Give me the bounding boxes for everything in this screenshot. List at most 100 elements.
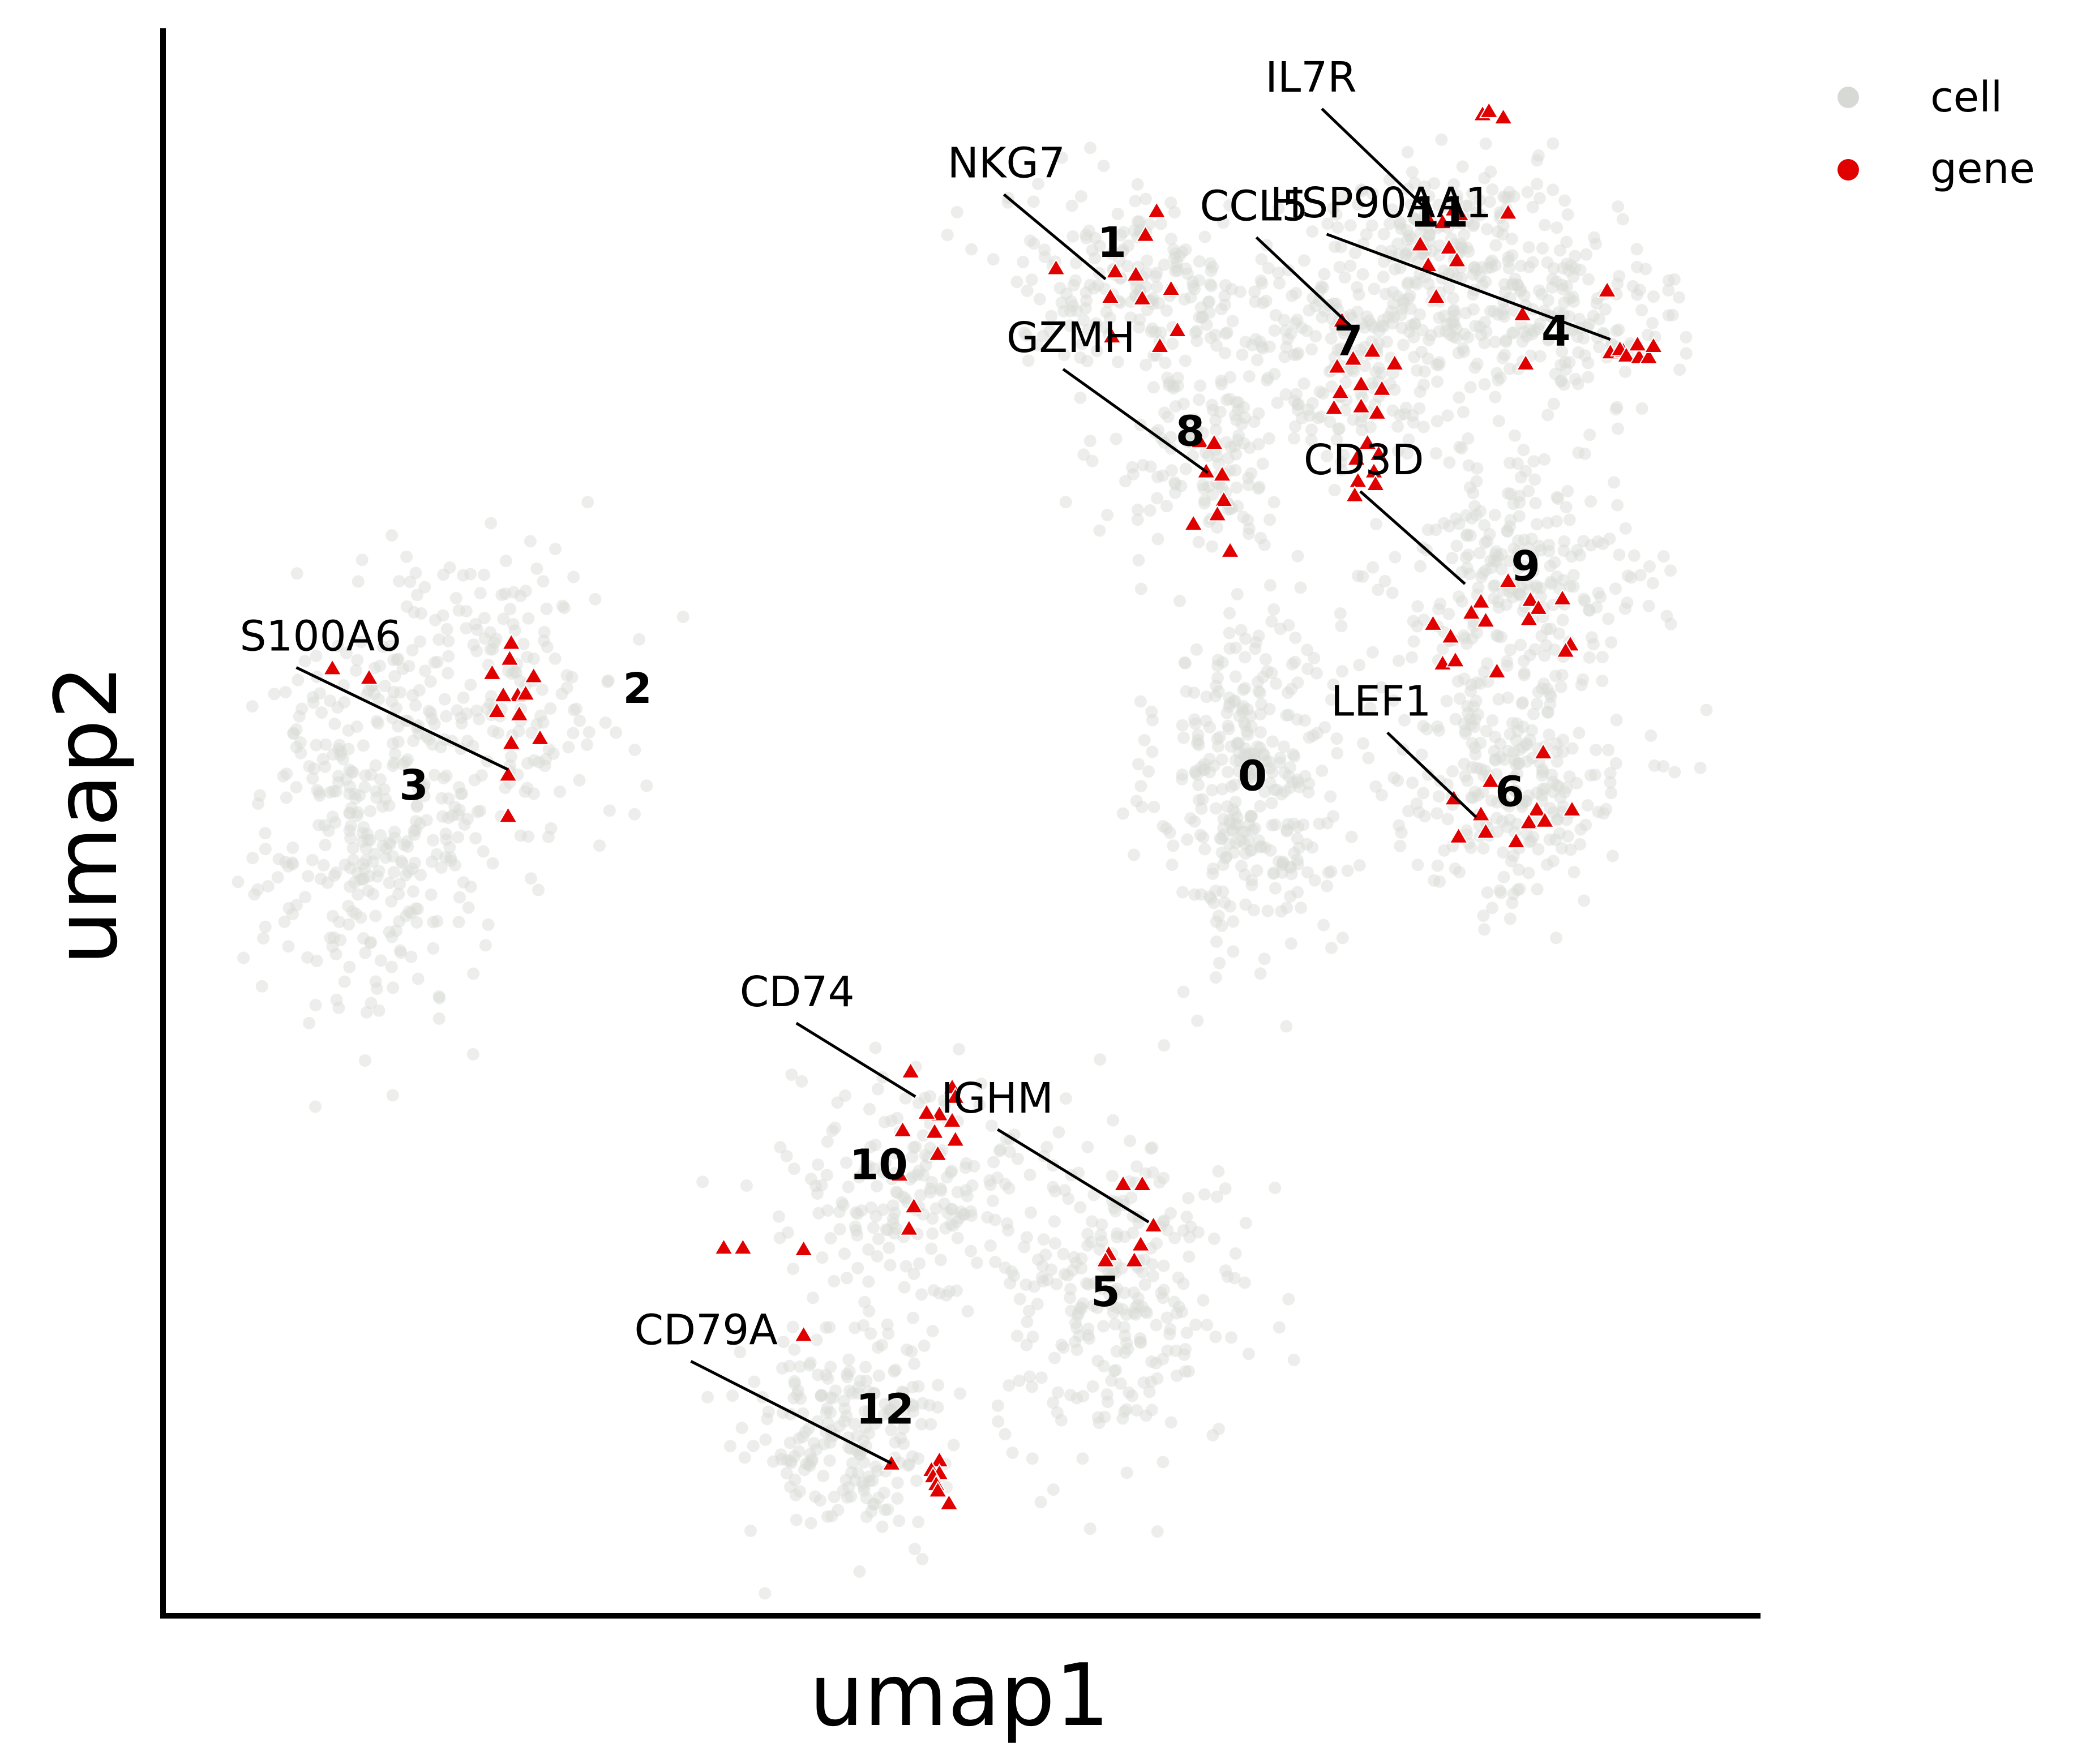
cell-point (532, 883, 545, 896)
cell-point (1005, 1265, 1018, 1278)
cell-point (883, 1404, 896, 1417)
cell-point (794, 1392, 807, 1405)
cell-point (1532, 322, 1545, 335)
cell-point (1091, 279, 1104, 292)
cell-point (342, 918, 355, 931)
cell-point (1498, 310, 1511, 323)
cell-point (1192, 535, 1205, 548)
cell-point (1254, 726, 1267, 739)
cell-point (860, 1492, 873, 1504)
cell-point (913, 1257, 926, 1270)
cell-point (1453, 391, 1466, 404)
cell-point (1513, 496, 1526, 509)
cell-point (1266, 766, 1279, 779)
cell-point (1323, 415, 1337, 428)
cell-point (1254, 741, 1267, 754)
cell-point (993, 1144, 1006, 1157)
cell-point (1064, 1389, 1077, 1402)
cell-point (1228, 806, 1241, 819)
cell-point (1468, 361, 1481, 374)
cell-point (1211, 654, 1224, 667)
cell-point (1262, 371, 1275, 384)
cell-point (1129, 1308, 1142, 1321)
cell-point (522, 830, 535, 843)
cell-point (1284, 861, 1297, 874)
cell-point (1592, 586, 1605, 599)
cell-point (1211, 732, 1224, 745)
cell-point (975, 1078, 988, 1091)
cell-point (1387, 298, 1400, 311)
cell-point (1608, 476, 1621, 489)
cell-point (327, 785, 340, 798)
cell-point (549, 543, 562, 556)
cell-point (1048, 1351, 1061, 1364)
cell-point (1266, 735, 1279, 748)
cell-point (469, 832, 482, 845)
cell-point (724, 1440, 736, 1453)
cell-point (1504, 912, 1517, 925)
cell-point (1349, 247, 1361, 260)
gene-label: NKG7 (948, 139, 1065, 188)
cell-point (1116, 807, 1129, 820)
cell-point (772, 1210, 785, 1223)
cell-point (1066, 230, 1080, 243)
cell-point (1278, 350, 1291, 363)
cell-point (1111, 1227, 1124, 1240)
cell-point (796, 1430, 809, 1443)
cell-point (1306, 397, 1319, 410)
cell-point (734, 1346, 747, 1359)
cell-point (1130, 280, 1143, 293)
cell-point (388, 670, 401, 683)
cell-point (1291, 886, 1304, 899)
cell-point (1503, 585, 1516, 598)
cell-point (1356, 268, 1369, 281)
cell-point (1058, 1184, 1071, 1197)
cell-point (951, 1231, 964, 1244)
cell-point (362, 834, 375, 847)
cell-point (1118, 1286, 1131, 1299)
cell-point (1485, 794, 1498, 807)
cell-point (1331, 221, 1344, 234)
cell-point (1058, 1268, 1071, 1281)
cell-point (1289, 631, 1302, 644)
cell-point (324, 694, 336, 707)
cell-point (417, 780, 430, 793)
cell-point (1302, 786, 1315, 799)
cell-point (1188, 713, 1201, 726)
cell-point (1504, 457, 1516, 469)
cell-point (1492, 374, 1505, 387)
cell-point (1403, 229, 1416, 242)
cell-point (1541, 409, 1554, 422)
cell-point (1502, 800, 1515, 813)
cell-point (1536, 682, 1548, 695)
cell-point (294, 736, 307, 749)
cell-point (851, 1261, 864, 1274)
cell-point (1150, 267, 1163, 280)
cell-point (1424, 329, 1437, 342)
cell-point (1197, 831, 1210, 844)
cell-point (744, 1525, 757, 1537)
cell-point (1256, 671, 1269, 684)
cell-point (1147, 381, 1160, 394)
cell-point (1280, 1020, 1293, 1033)
cell-point (1447, 316, 1460, 328)
cell-point (945, 1203, 958, 1216)
cell-point (427, 834, 440, 847)
cell-point (1164, 1323, 1177, 1336)
cell-point (1543, 833, 1556, 846)
cell-point (1346, 311, 1358, 324)
cell-point (1463, 568, 1476, 581)
cell-point (1394, 216, 1407, 229)
cell-point (1406, 166, 1419, 179)
cell-point (333, 739, 346, 752)
cell-point (357, 857, 370, 870)
cell-point (1604, 776, 1617, 789)
cell-point (1446, 552, 1459, 565)
cell-point (1517, 559, 1530, 572)
cell-point (1565, 259, 1578, 272)
cell-point (1511, 278, 1524, 291)
cell-point (1563, 356, 1576, 369)
cell-point (1397, 294, 1410, 307)
cell-point (1491, 308, 1504, 321)
cell-point (1514, 638, 1527, 651)
